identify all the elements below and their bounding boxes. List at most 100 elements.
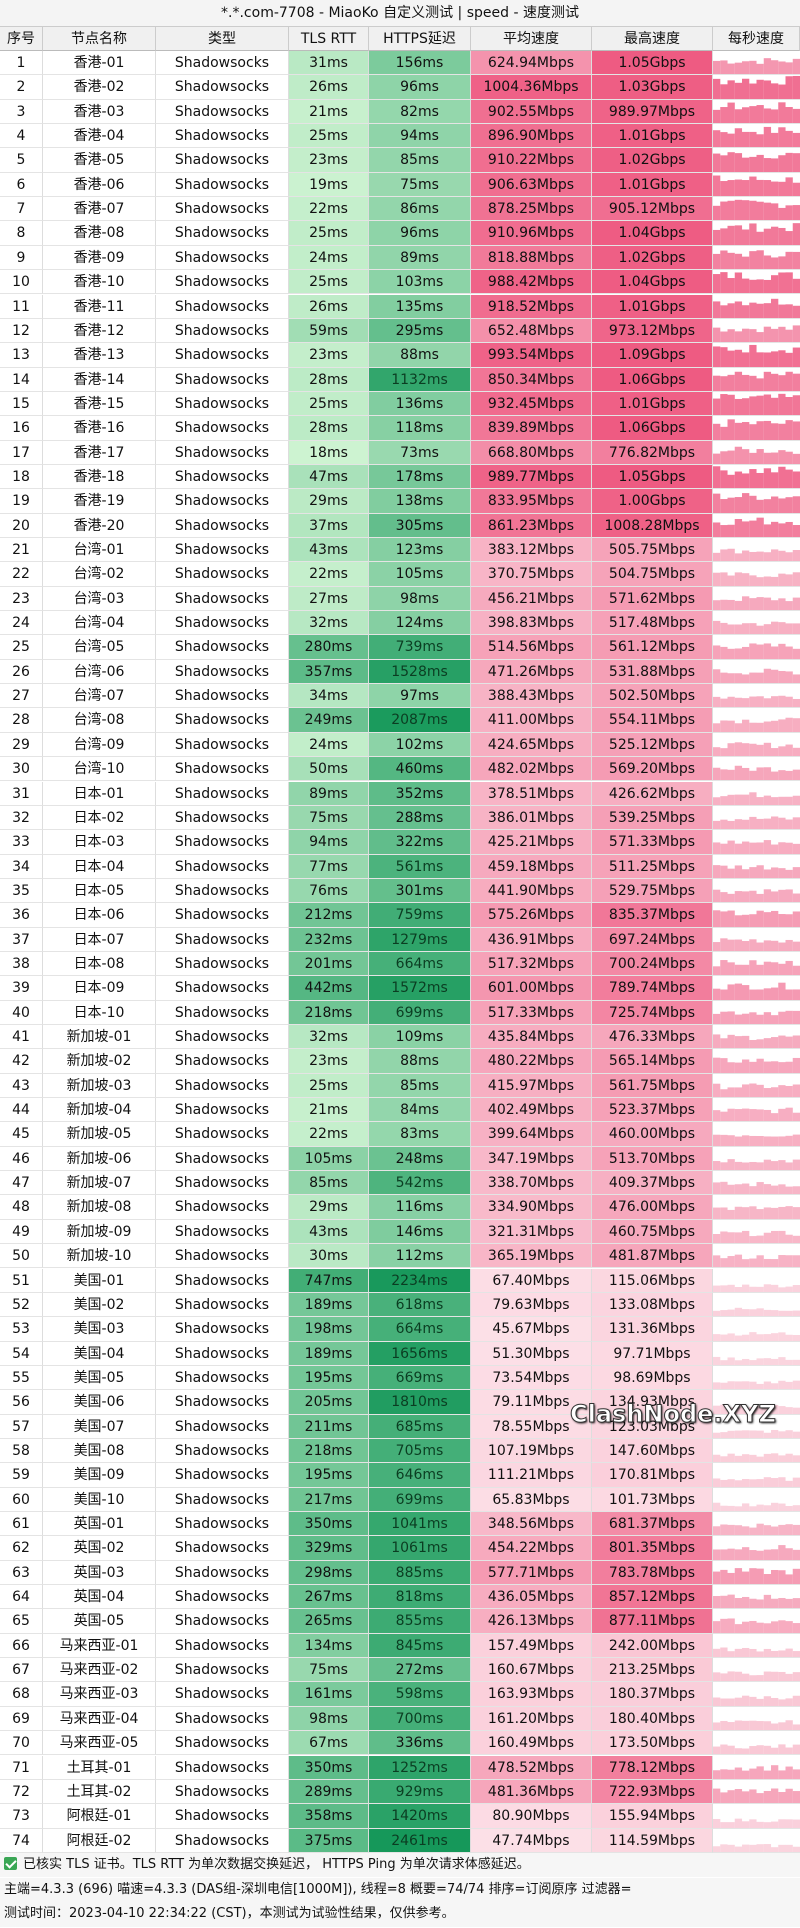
sparkline-bar bbox=[785, 1548, 793, 1560]
sparkline-bar bbox=[778, 719, 786, 732]
node-type: Shadowsocks bbox=[156, 976, 289, 1001]
tls-rtt: 280ms bbox=[289, 635, 369, 660]
node-name: 阿根廷-01 bbox=[43, 1804, 156, 1829]
sparkline-bar bbox=[763, 1232, 772, 1244]
sparkline-bar bbox=[713, 696, 721, 708]
sparkline-bar bbox=[771, 1160, 779, 1171]
sparkline-bar bbox=[713, 1672, 721, 1682]
node-name: 香港-01 bbox=[43, 51, 156, 76]
sparkline-bar bbox=[792, 1550, 800, 1560]
sparkline-bar bbox=[785, 696, 793, 708]
sparkline-bar bbox=[727, 80, 735, 99]
node-name: 日本-03 bbox=[43, 830, 156, 855]
sparkline-bar bbox=[742, 647, 750, 659]
row-index: 19 bbox=[0, 489, 43, 514]
sparkline-bar bbox=[771, 962, 779, 976]
avg-speed: 426.13Mbps bbox=[471, 1609, 592, 1634]
avg-speed: 878.25Mbps bbox=[471, 197, 592, 222]
speed-sparkline bbox=[713, 416, 800, 441]
sparkline-bar bbox=[763, 1357, 772, 1365]
sparkline-bar bbox=[785, 451, 793, 464]
sparkline-bar bbox=[749, 1011, 757, 1024]
sparkline-bar bbox=[742, 158, 750, 172]
sparkline-bar bbox=[763, 126, 772, 148]
sparkline-bar bbox=[720, 1404, 728, 1414]
sparkline-bar bbox=[713, 767, 721, 781]
sparkline-bar bbox=[734, 1335, 743, 1341]
sparkline-bar bbox=[742, 1108, 750, 1122]
sparkline-bar bbox=[785, 842, 793, 854]
sparkline-bar bbox=[749, 1768, 757, 1779]
sparkline-bar bbox=[749, 1789, 757, 1804]
sparkline-svg bbox=[713, 668, 800, 684]
https-delay: 83ms bbox=[369, 1122, 471, 1147]
sparkline-bar bbox=[734, 1207, 743, 1219]
sparkline-bar bbox=[713, 910, 721, 927]
sparkline-bar bbox=[713, 796, 721, 805]
sparkline-bar bbox=[785, 420, 793, 440]
sparkline-bar bbox=[763, 1790, 772, 1804]
https-delay: 2087ms bbox=[369, 708, 471, 733]
row-index: 48 bbox=[0, 1195, 43, 1220]
tls-rtt: 161ms bbox=[289, 1682, 369, 1707]
sparkline-bar bbox=[756, 625, 764, 635]
sparkline-bar bbox=[792, 1768, 800, 1779]
node-type: Shadowsocks bbox=[156, 1609, 289, 1634]
speed-sparkline bbox=[713, 1536, 800, 1561]
node-type: Shadowsocks bbox=[156, 1073, 289, 1099]
sparkline-bar bbox=[720, 891, 728, 903]
max-speed: 835.37Mbps bbox=[592, 903, 713, 928]
sparkline-bar bbox=[756, 1599, 764, 1609]
sparkline-bar bbox=[749, 131, 757, 148]
tls-rtt: 195ms bbox=[289, 1463, 369, 1488]
sparkline-bar bbox=[749, 989, 757, 1000]
avg-speed: 910.22Mbps bbox=[471, 148, 592, 173]
sparkline-bar bbox=[720, 1569, 728, 1585]
sparkline-bar bbox=[771, 1549, 779, 1560]
node-type: Shadowsocks bbox=[156, 245, 289, 271]
sparkline-svg bbox=[713, 959, 800, 976]
node-name: 日本-01 bbox=[43, 781, 156, 806]
node-type: Shadowsocks bbox=[156, 1706, 289, 1732]
sparkline-bar bbox=[771, 496, 779, 513]
sparkline-bar bbox=[742, 1547, 750, 1560]
max-speed: 525.12Mbps bbox=[592, 732, 713, 758]
sparkline-bar bbox=[720, 1792, 728, 1804]
speed-sparkline bbox=[713, 1658, 800, 1683]
row-index: 54 bbox=[0, 1341, 43, 1366]
sparkline-bar bbox=[720, 1162, 728, 1171]
node-type: Shadowsocks bbox=[156, 1268, 289, 1293]
max-speed: 1.01Gbps bbox=[592, 294, 713, 319]
sparkline-bar bbox=[742, 352, 750, 367]
sparkline-bar bbox=[756, 577, 764, 586]
column-header: 节点名称 bbox=[43, 27, 156, 51]
sparkline-bar bbox=[742, 131, 750, 148]
sparkline-bar bbox=[756, 942, 764, 951]
sparkline-bar bbox=[771, 1185, 779, 1195]
avg-speed: 818.88Mbps bbox=[471, 245, 592, 271]
avg-speed: 839.89Mbps bbox=[471, 416, 592, 441]
sparkline-bar bbox=[785, 718, 793, 732]
sparkline-bar bbox=[749, 176, 757, 197]
sparkline-bar bbox=[727, 1479, 735, 1487]
sparkline-bar bbox=[763, 371, 772, 391]
sparkline-bar bbox=[756, 893, 764, 903]
sparkline-bar bbox=[742, 1791, 750, 1804]
sparkline-bar bbox=[734, 1720, 743, 1731]
sparkline-bar bbox=[727, 374, 735, 391]
max-speed: 1.09Gbps bbox=[592, 343, 713, 368]
speed-sparkline bbox=[713, 903, 800, 928]
avg-speed: 482.02Mbps bbox=[471, 757, 592, 782]
sparkline-bar bbox=[749, 279, 757, 294]
sparkline-bar bbox=[756, 104, 764, 124]
sparkline-bar bbox=[778, 1620, 786, 1633]
max-speed: 133.08Mbps bbox=[592, 1292, 713, 1318]
https-delay: 135ms bbox=[369, 294, 471, 319]
sparkline-bar bbox=[720, 393, 728, 416]
sparkline-bar bbox=[785, 1429, 793, 1438]
sparkline-bar bbox=[734, 1505, 743, 1511]
sparkline-bar bbox=[742, 422, 750, 440]
https-delay: 845ms bbox=[369, 1633, 471, 1659]
row-index: 10 bbox=[0, 270, 43, 295]
sparkline-svg bbox=[713, 1380, 800, 1390]
